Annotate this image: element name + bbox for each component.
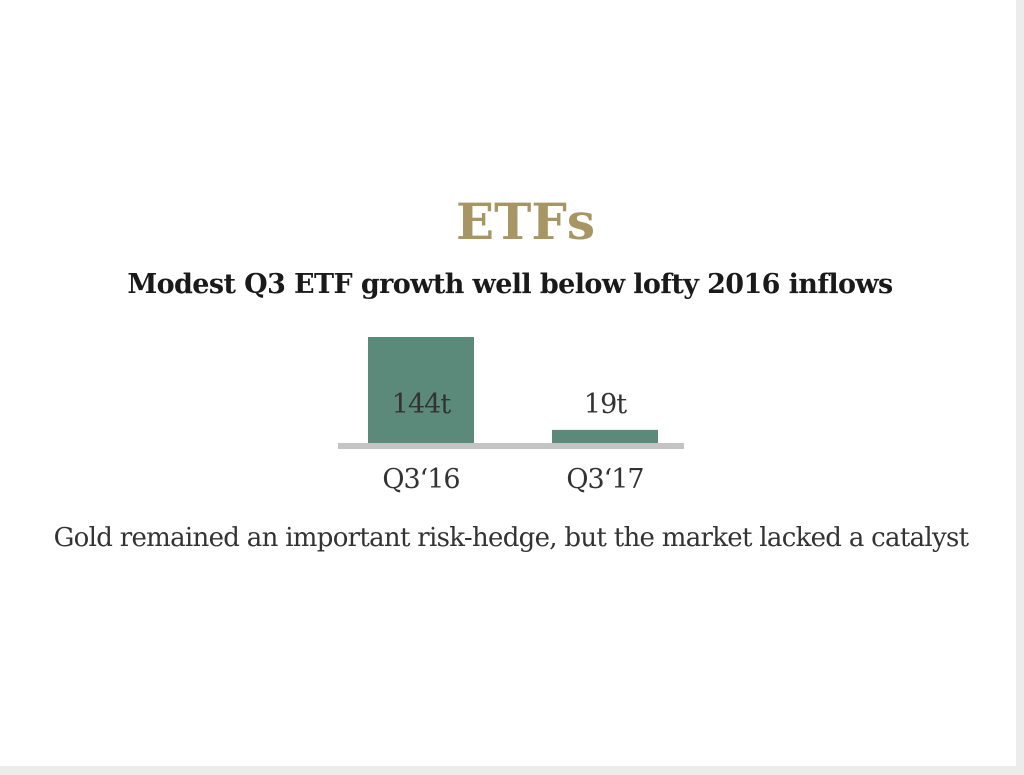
chart-caption: Gold remained an important risk-hedge, b… — [53, 523, 969, 553]
chart-title: ETFs — [456, 192, 595, 251]
category-label-2: Q3‘17 — [566, 464, 643, 495]
bar-1 — [368, 337, 474, 444]
bars-layer — [368, 337, 658, 444]
labels-layer: 144t Q3‘16 19t Q3‘17 — [382, 389, 644, 495]
chart-baseline — [338, 443, 684, 449]
data-label-2: 19t — [584, 389, 627, 420]
data-label-1: 144t — [392, 389, 452, 420]
bar-2 — [552, 429, 658, 444]
category-label-1: Q3‘16 — [382, 464, 459, 495]
chart-subtitle: Modest Q3 ETF growth well below lofty 20… — [127, 269, 893, 300]
